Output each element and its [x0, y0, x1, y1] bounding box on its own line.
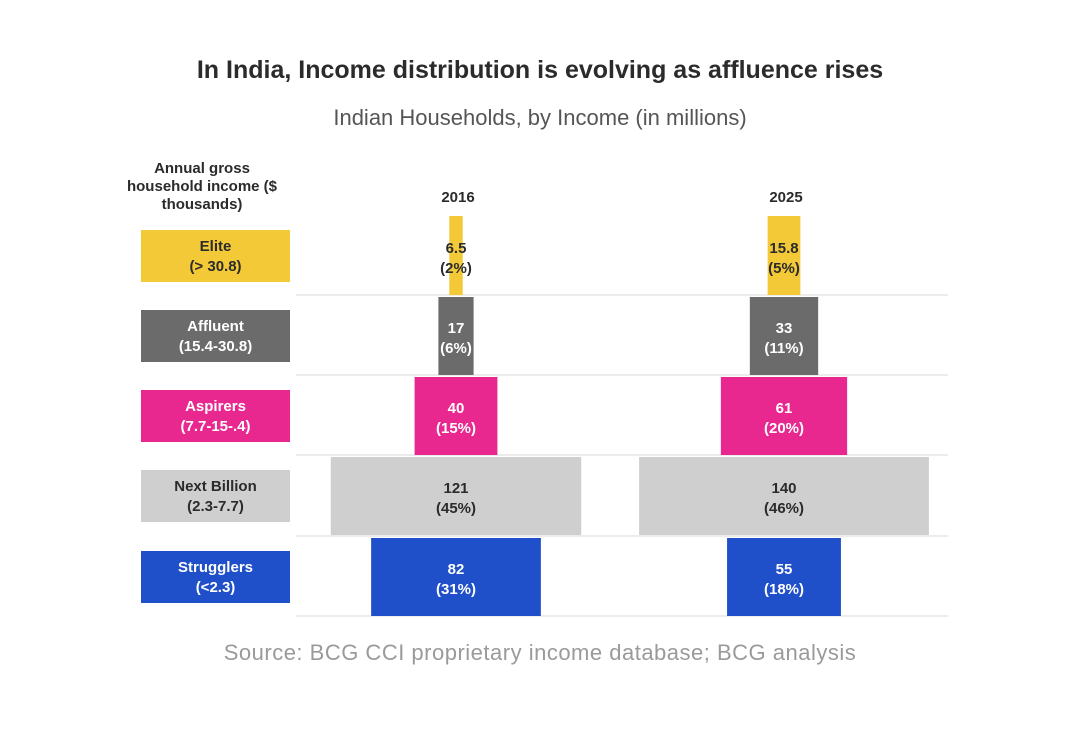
bar-value-label: 40: [448, 400, 465, 417]
category-name: Aspirers: [185, 398, 246, 415]
bar-2025-next-billion: [639, 457, 929, 535]
category-axis-label: Annual gross household income ($ thousan…: [126, 160, 277, 213]
chart-subtitle: Indian Households, by Income (in million…: [333, 105, 747, 130]
category-range: (2.3-7.7): [187, 498, 244, 515]
bar-share-label: (18%): [764, 581, 804, 598]
bar-2025-strugglers: [727, 538, 841, 616]
chart-title: In India, Income distribution is evolvin…: [196, 56, 884, 84]
category-range: (> 30.8): [189, 258, 241, 275]
bar-value-label: 6.5: [446, 240, 467, 257]
bar-value-label: 17: [448, 320, 465, 337]
category-name: Strugglers: [178, 559, 253, 576]
source-note: Source: BCG CCI proprietary income datab…: [223, 640, 857, 665]
bar-share-label: (46%): [764, 500, 804, 517]
bar-share-label: (45%): [436, 500, 476, 517]
category-box-aspirers: [141, 390, 290, 442]
bar-2025-aspirers: [720, 377, 848, 455]
bar-share-label: (11%): [764, 340, 803, 357]
category-box-elite: [141, 230, 290, 282]
category-range: (7.7-15-.4): [180, 418, 250, 435]
bar-2016-elite: [449, 216, 463, 295]
category-name: Next Billion: [174, 478, 257, 495]
bar-share-label: (15%): [436, 420, 476, 437]
bar-2016-strugglers: [371, 538, 541, 616]
bar-share-label: (20%): [764, 420, 804, 437]
bar-value-label: 55: [776, 561, 793, 578]
bar-value-label: 15.8: [769, 240, 798, 257]
bar-value-label: 121: [443, 480, 468, 497]
bar-2025-elite: [767, 216, 801, 295]
category-name: Elite: [200, 238, 232, 255]
category-name: Affluent: [187, 318, 244, 335]
category-range: (15.4-30.8): [179, 338, 252, 355]
category-box-affluent: [141, 310, 290, 362]
bar-value-label: 33: [776, 320, 793, 337]
category-range: (<2.3): [196, 579, 236, 596]
bar-share-label: (5%): [768, 260, 800, 277]
bar-value-label: 140: [771, 480, 796, 497]
bar-2016-next-billion: [330, 457, 582, 535]
bar-share-label: (31%): [436, 581, 476, 598]
series-label-2016: 2016: [441, 189, 474, 206]
series-label-2025: 2025: [769, 189, 802, 206]
category-box-strugglers: [141, 551, 290, 603]
bar-share-label: (2%): [440, 260, 472, 277]
bar-value-label: 82: [448, 561, 465, 578]
bar-2025-affluent: [749, 297, 819, 375]
bar-2016-aspirers: [414, 377, 498, 455]
bar-share-label: (6%): [440, 340, 472, 357]
bar-2016-affluent: [438, 297, 474, 375]
category-box-next-billion: [141, 470, 290, 522]
bar-value-label: 61: [776, 400, 793, 417]
